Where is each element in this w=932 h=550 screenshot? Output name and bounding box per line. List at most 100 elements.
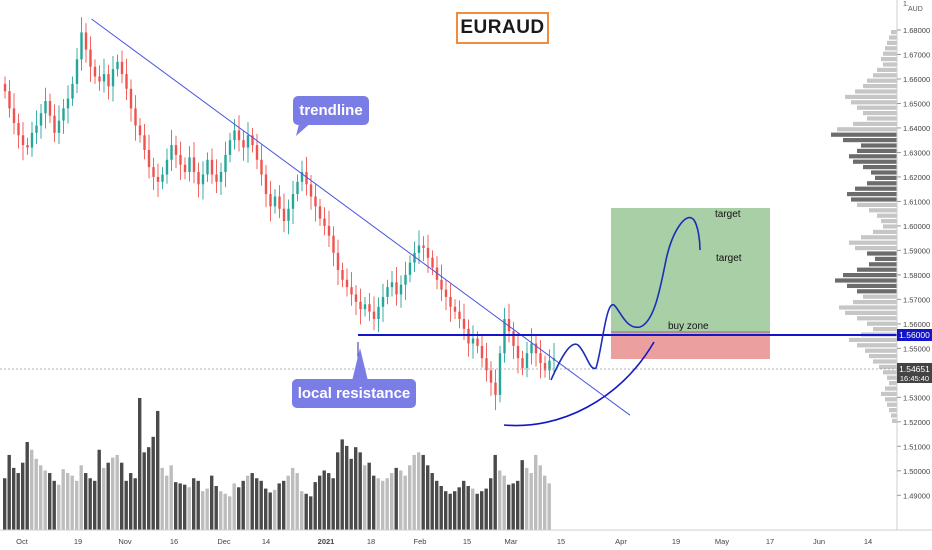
profile-bar — [843, 138, 897, 143]
volume-bar — [336, 452, 340, 530]
candle — [246, 122, 250, 163]
candle — [66, 85, 70, 124]
candle — [143, 124, 146, 160]
candle — [192, 142, 196, 184]
volume-bar — [138, 398, 142, 530]
volume-bar — [444, 491, 448, 530]
volume-bar — [543, 475, 547, 530]
profile-bar — [867, 78, 897, 83]
volume-bar — [358, 452, 362, 530]
candle — [440, 264, 443, 301]
candle — [224, 141, 227, 188]
candle — [3, 76, 7, 99]
price-axis[interactable]: 1.68000 1.67000 1.66000 1.65000 1.64000 1.630… — [896, 0, 930, 530]
volume-bar — [520, 460, 524, 530]
volume-bar — [381, 480, 385, 530]
candle — [260, 144, 263, 186]
profile-bar — [877, 67, 897, 72]
price-tick-label: 1.61000 — [903, 197, 930, 206]
profile-bar — [831, 132, 897, 137]
volume-bar — [264, 488, 268, 530]
price-tick-label: 1.53000 — [903, 393, 930, 402]
candle — [530, 328, 533, 365]
volume-bar — [187, 487, 191, 530]
volume-bar — [430, 473, 434, 530]
profile-bar — [883, 224, 897, 229]
volume-bar — [295, 473, 299, 530]
candle — [287, 199, 290, 235]
candle — [35, 110, 38, 145]
volume-bar — [25, 442, 29, 530]
candle — [354, 285, 358, 316]
volume-bar — [385, 478, 389, 530]
profile-bar — [869, 262, 897, 267]
profile-bar — [857, 316, 897, 321]
time-tick-label: Feb — [414, 537, 427, 546]
volume-bar — [205, 488, 209, 530]
profile-bar — [853, 159, 897, 164]
volume-bar — [214, 486, 218, 530]
volume-bar — [367, 462, 371, 530]
price-tick-label: 1.59000 — [903, 246, 930, 255]
profile-bar — [869, 208, 897, 213]
profile-bar — [849, 337, 897, 342]
profile-bar — [875, 175, 897, 180]
volume-bar — [201, 491, 205, 530]
price-tick-label: 1.55000 — [903, 344, 930, 353]
volume-bar — [484, 488, 488, 530]
candle — [197, 162, 200, 198]
time-tick-label: 14 — [262, 537, 270, 546]
profile-bar — [891, 30, 897, 35]
candle — [165, 148, 169, 184]
candle — [278, 185, 281, 219]
volume-bar — [538, 465, 542, 530]
candle — [368, 293, 371, 321]
profile-bar — [891, 413, 897, 418]
candle — [449, 283, 452, 322]
volume-bar — [291, 467, 295, 530]
candle — [512, 321, 515, 360]
candle — [53, 104, 56, 143]
volume-bar — [516, 480, 520, 530]
time-tick-label: 18 — [367, 537, 375, 546]
profile-bar — [857, 267, 897, 272]
volume-bar — [34, 458, 38, 530]
candle — [390, 270, 394, 297]
volume-bar — [232, 483, 236, 530]
price-tick-label: 1.64000 — [903, 124, 930, 133]
profile-bar — [889, 35, 897, 40]
volume-bar — [93, 480, 97, 530]
candle — [521, 350, 524, 376]
profile-bar — [873, 359, 897, 364]
candle — [251, 127, 254, 153]
volume-bar — [394, 467, 398, 530]
volume-bar — [349, 458, 353, 530]
price-tick-label: 1.66000 — [903, 75, 930, 84]
price-axis-top: 1. — [903, 1, 909, 8]
volume-bar — [525, 467, 529, 530]
volume-bar — [282, 480, 286, 530]
projection-path[interactable] — [550, 216, 701, 381]
volume-bar — [363, 465, 367, 530]
volume-bar — [183, 484, 187, 530]
candle — [201, 161, 205, 200]
buy-zone-label: buy zone — [668, 321, 709, 332]
profile-bar — [861, 235, 897, 240]
profile-bar — [849, 154, 897, 159]
time-axis[interactable]: Oct 19 Nov 16 Dec 14 2021 18 Feb 15 Mar 15 Apr 19 May 1… — [0, 529, 932, 546]
volume-bar — [511, 483, 515, 530]
volume-bar — [120, 462, 124, 530]
volume-bar — [547, 483, 551, 530]
volume-bar — [421, 454, 425, 530]
candle — [89, 36, 92, 82]
profile-bar — [887, 402, 897, 407]
resistance-price-tag: 1.56000 — [897, 329, 932, 341]
volume-bar — [250, 473, 254, 530]
support-arc[interactable] — [503, 341, 655, 427]
candle — [480, 334, 484, 368]
volume-bar — [318, 475, 322, 530]
candle — [138, 118, 142, 143]
trendline[interactable] — [91, 18, 631, 416]
candle — [179, 141, 182, 180]
